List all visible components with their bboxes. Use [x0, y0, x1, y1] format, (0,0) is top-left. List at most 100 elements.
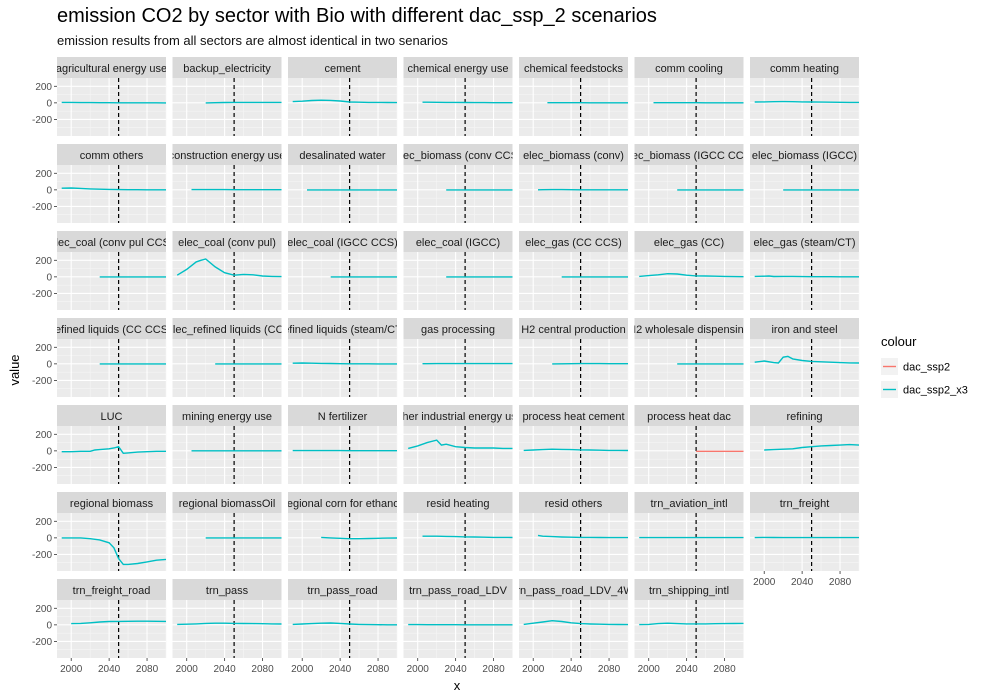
series-line-dac_ssp2_x3	[754, 100, 859, 104]
panel-background	[519, 513, 628, 571]
y-tick-label: 0	[46, 533, 52, 544]
panel-background	[288, 513, 397, 571]
facet-strip	[634, 405, 744, 426]
facet-label: mining energy use	[182, 411, 272, 423]
series-line-dac_ssp2_x3	[321, 536, 398, 540]
facet-label: comm heating	[770, 63, 839, 75]
facet-strip	[172, 144, 282, 165]
facet-label: trn_aviation_intl	[650, 498, 727, 510]
facet-label: refined liquids (steam/CT)	[280, 324, 406, 336]
series-line-dac_ssp2_x3	[177, 622, 282, 626]
facet-label: elec_coal (IGCC CCS)	[287, 237, 398, 249]
series-line-dac_ssp2_x3	[537, 534, 628, 539]
y-tick-label: 200	[35, 517, 52, 528]
y-tick-label: -200	[32, 550, 52, 561]
y-tick-label: -200	[32, 463, 52, 474]
facet-strip	[750, 231, 859, 252]
series-line-dac_ssp2_x3	[61, 101, 167, 104]
facet-strip	[403, 492, 513, 513]
y-tick-label: -200	[32, 637, 52, 648]
series-line-dac_ssp2_x3	[61, 537, 167, 566]
x-tick-label: 2000	[60, 664, 83, 675]
series-line-dac_ssp2_x3	[292, 622, 397, 626]
panel-background	[750, 165, 859, 223]
x-tick-label: 2000	[522, 664, 545, 675]
facet-strip	[57, 405, 166, 426]
y-tick-label: 200	[35, 169, 52, 180]
facet-strip	[519, 492, 628, 513]
x-tick-label: 2000	[291, 664, 314, 675]
facet-strip	[519, 318, 628, 339]
facet-label: H2 central production	[521, 324, 626, 336]
panel-background	[57, 426, 166, 484]
panel-background	[172, 600, 282, 658]
facet-label: elec_refined liquids (CC)	[167, 324, 287, 336]
y-tick-label: 200	[35, 256, 52, 267]
series-line-dac_ssp2_x3	[292, 362, 397, 365]
series-line-dac_ssp2_x3	[639, 622, 744, 626]
facet-strip	[403, 144, 513, 165]
panel-background	[519, 600, 628, 658]
panel-background	[403, 600, 513, 658]
x-tick-label: 2080	[482, 664, 505, 675]
panel-background	[750, 339, 859, 397]
x-tick-label: 2000	[638, 664, 661, 675]
facet-label: agricultural energy use	[56, 63, 167, 75]
x-tick-label: 2040	[676, 664, 699, 675]
facet-strip	[403, 231, 513, 252]
x-tick-label: 2000	[753, 577, 776, 588]
x-tick-label: 2040	[98, 664, 121, 675]
x-tick-label: 2000	[176, 664, 199, 675]
facet-label: elec_gas (steam/CT)	[753, 237, 855, 249]
x-tick-label: 2040	[791, 577, 814, 588]
y-tick-label: 0	[46, 359, 52, 370]
panel-background	[172, 78, 282, 136]
facet-strip	[750, 405, 859, 426]
facet-strip	[172, 231, 282, 252]
panel-background	[403, 513, 513, 571]
facet-label: chemical feedstocks	[524, 63, 624, 75]
panel-background	[288, 78, 397, 136]
series-line-dac_ssp2_x3	[523, 619, 629, 626]
facet-strip	[519, 231, 628, 252]
panel-background	[172, 426, 282, 484]
panel-background	[57, 78, 166, 136]
series-line-dac_ssp2_x3	[71, 620, 167, 625]
panel-background	[172, 339, 282, 397]
series-line-dac_ssp2_x3	[754, 355, 860, 364]
facet-strip	[288, 492, 397, 513]
facet-strip	[172, 579, 282, 600]
facet-label: elec_gas (CC)	[654, 237, 724, 249]
panel-background	[172, 513, 282, 571]
panel-background	[403, 339, 513, 397]
panel-background	[57, 600, 166, 658]
facet-label: comm others	[80, 150, 144, 162]
panel-background	[288, 339, 397, 397]
chart-title: emission CO2 by sector with Bio with dif…	[57, 5, 657, 27]
facet-strip	[634, 492, 744, 513]
facet-label: refining	[786, 411, 822, 423]
facet-label: LUC	[100, 411, 122, 423]
facet-label: process heat cement	[522, 411, 624, 423]
y-tick-label: -200	[32, 289, 52, 300]
facet-strip	[519, 144, 628, 165]
x-axis-title: x	[454, 678, 461, 693]
facet-label: trn_pass	[206, 585, 249, 597]
series-line-dac_ssp2_x3	[523, 448, 629, 452]
panel-background	[403, 252, 513, 310]
panel-background	[403, 165, 513, 223]
facet-strip	[172, 318, 282, 339]
panel-background	[288, 426, 397, 484]
series-line-dac_ssp2_x3	[408, 439, 513, 450]
panel-background	[403, 78, 513, 136]
facet-strip	[519, 405, 628, 426]
facet-label: trn_shipping_intl	[649, 585, 729, 597]
facet-label: elec_biomass (IGCC)	[752, 150, 857, 162]
series-line-dac_ssp2_x3	[639, 272, 744, 278]
panel-background	[288, 165, 397, 223]
facet-label: N fertilizer	[318, 411, 368, 423]
facet-label: gas processing	[421, 324, 495, 336]
facet-label: elec_coal (conv pul CCS)	[49, 237, 173, 249]
facet-strip	[750, 492, 859, 513]
